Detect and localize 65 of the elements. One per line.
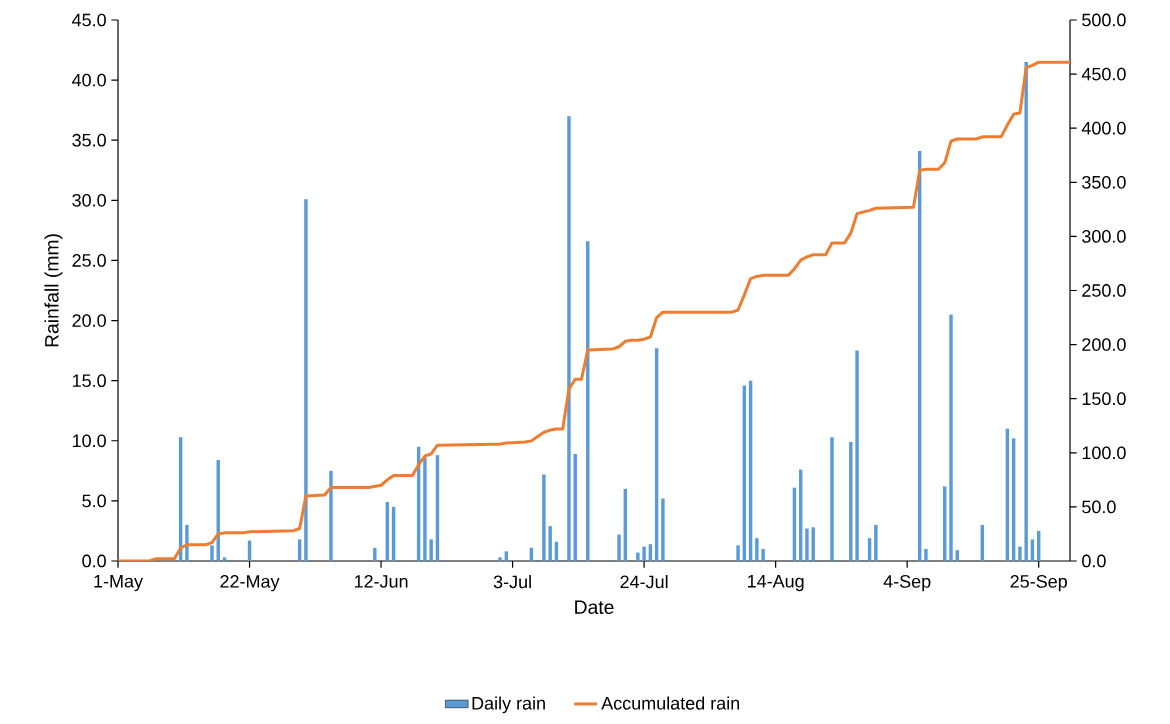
bar [755,538,759,561]
x-tick-label: 1-May [94,575,143,592]
legend-label: Daily rain [472,696,545,714]
bar [830,437,834,561]
y2-tick-label: 100.0 [1082,446,1126,460]
legend-label: Accumulated rain [601,696,740,710]
bar [304,199,308,561]
x-tick-label: 12-Jun [354,575,408,588]
bar [805,528,809,561]
y-tick-label: 0.0 [82,554,106,568]
bar [210,545,214,561]
y-tick-label: 35.0 [72,133,106,147]
y2-tick-label: 450.0 [1081,67,1126,81]
y2-tick-label: 300.0 [1082,230,1126,243]
bar [761,548,765,561]
bar [811,527,815,561]
bar [222,557,227,561]
bar [1018,546,1022,561]
bar [949,314,953,561]
bar [423,457,427,561]
y2-tick-label: 50.0 [1082,500,1116,514]
y2-tick-label: 400.0 [1081,121,1126,135]
x-tick-label: 4-Sep [883,575,931,592]
bar [329,470,333,561]
y-axis-title: Rainfall (mm) [44,234,63,347]
bar [429,539,433,561]
bar [542,474,546,561]
bar [1024,62,1028,561]
y-tick-label: 10.0 [72,434,106,448]
bar [567,116,571,561]
bar [498,557,502,561]
bar [373,547,377,561]
bar [548,526,552,561]
bar [661,498,665,561]
x-axis-title: Date [575,600,614,614]
y-tick-label: 45.0 [72,13,106,27]
x-tick-label: 24-Jul [620,575,668,589]
x-tick-label: 22-May [220,575,280,592]
bar [504,551,509,561]
bar [185,524,189,561]
bar [216,460,220,561]
y-tick-label: 25.0 [72,254,106,267]
bar [874,524,878,561]
y-tick-label: 20.0 [72,314,106,327]
x-tick-label: 3-Jul [493,575,531,589]
bar [849,441,853,561]
bar [573,453,577,561]
y2-tick-label: 500.0 [1082,13,1126,27]
y2-tick-label: 200.0 [1082,338,1126,351]
y-tick-label: 40.0 [72,73,106,87]
y2-tick-label: 350.0 [1082,175,1126,189]
bar [855,350,859,561]
y2-tick-label: 150.0 [1082,392,1126,406]
y-tick-label: 5.0 [82,494,106,508]
x-tick-label: 25-Sep [1010,575,1067,592]
bar [642,546,646,561]
bar [636,552,640,561]
y-tick-label: 15.0 [72,374,106,388]
bar [736,545,740,561]
y2-tick-label: 0.0 [1082,554,1106,568]
x-tick-label: 14-Aug [748,575,804,592]
y-tick-label: 30.0 [72,193,106,207]
bar [617,534,621,561]
bar [924,548,928,561]
y2-tick-label: 250.0 [1082,284,1126,297]
